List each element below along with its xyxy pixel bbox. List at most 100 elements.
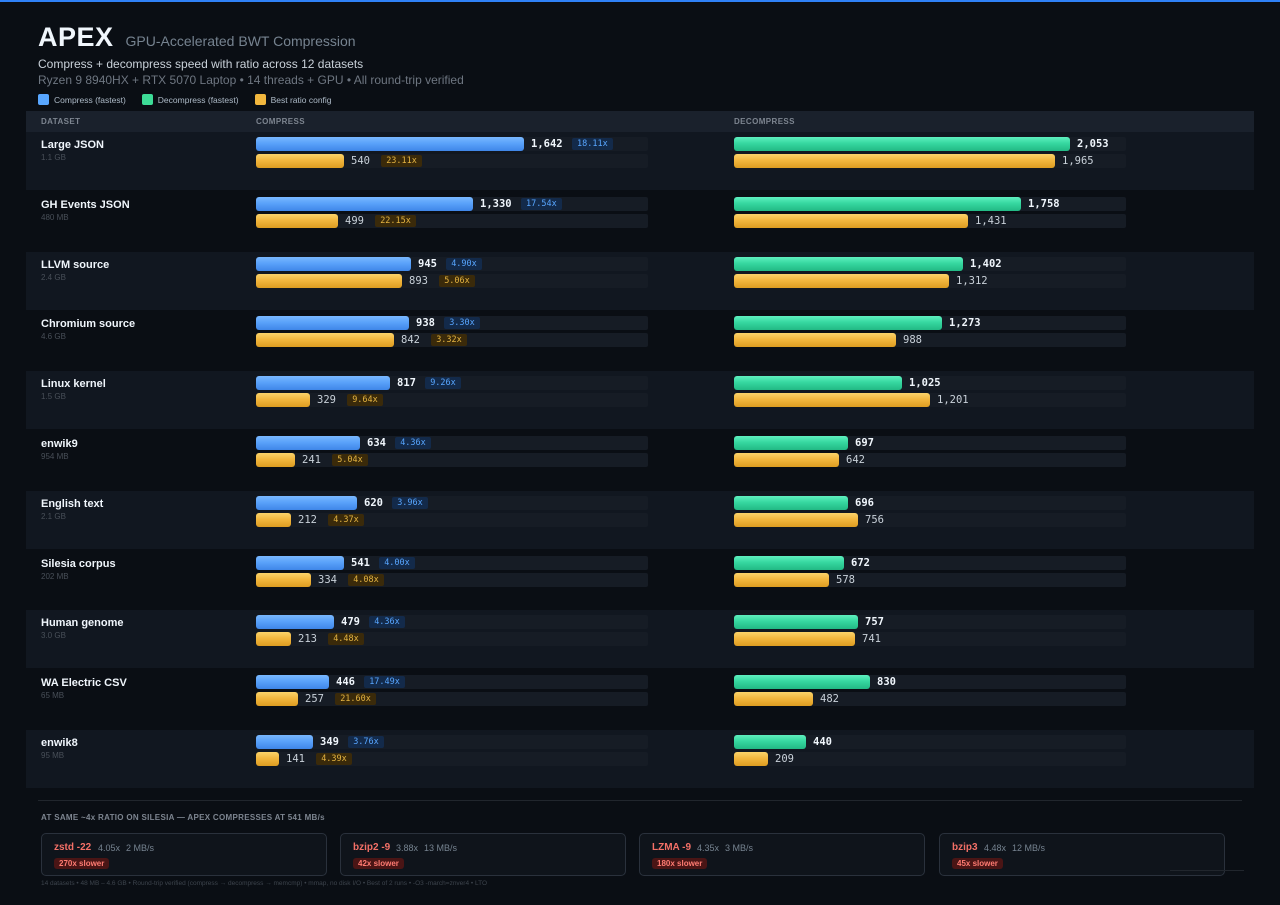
compress-track — [256, 615, 648, 630]
decompress-best-bar — [734, 273, 949, 288]
compress-fast-value: 349 — [320, 736, 339, 748]
decompress-fast-value: 697 — [855, 437, 874, 449]
compress-best-bar — [256, 333, 394, 348]
legend-label: Compress (fastest) — [54, 94, 126, 105]
decompress-fast-value: 2,053 — [1077, 138, 1109, 150]
compress-best-value: 212 — [298, 513, 317, 526]
dataset-size: 1.1 GB — [41, 153, 66, 162]
compress-best-value: 329 — [317, 394, 336, 407]
decompress-fast-value: 757 — [865, 616, 884, 629]
legend-swatch-blue — [38, 94, 49, 105]
competitor-name: bzip3 — [952, 842, 978, 853]
compress-fast-value: 1,330 — [480, 197, 512, 210]
compress-fast-bar — [256, 376, 390, 391]
compress-fast-value: 541 — [351, 556, 370, 569]
table-header: DATASET COMPRESS DECOMPRESS — [26, 111, 1254, 132]
compress-fast-ratio-badge: 9.26x — [425, 377, 461, 390]
competitor-ratio: 3.88x — [396, 843, 419, 853]
compress-best-value: 499 — [345, 214, 364, 227]
competitor-name: zstd -22 — [54, 842, 92, 853]
decompress-best-value: 756 — [865, 513, 884, 526]
decompress-fast-bar — [734, 137, 1070, 151]
compress-fast-bar — [256, 675, 329, 690]
compress-best-ratio-badge: 4.37x — [328, 513, 364, 526]
compress-fast-bar — [256, 436, 360, 450]
decompress-fast-bar — [734, 376, 902, 391]
compress-best-bar — [256, 512, 291, 527]
dataset-name: Chromium source — [41, 318, 136, 331]
decompress-best-bar — [734, 572, 829, 587]
decompress-best-value: 1,965 — [1062, 155, 1094, 167]
column-header-decompress: DECOMPRESS — [734, 117, 795, 126]
compress-fast-value: 479 — [341, 616, 360, 629]
decompress-best-bar — [734, 393, 930, 408]
compress-fast-ratio-badge: 3.76x — [348, 736, 384, 748]
dataset-row: Linux kernel 1.5 GB 817 9.26x 329 9.64x 1,025 1… — [26, 371, 1254, 430]
compress-fast-ratio-badge: 3.30x — [444, 317, 480, 330]
compress-best-ratio-badge: 22.15x — [375, 214, 416, 227]
decompress-fast-bar — [734, 555, 844, 570]
competitor-card-bzip2: bzip2 -9 3.88x 13 MB/s 42x slower — [340, 833, 626, 876]
decompress-fast-value: 672 — [851, 556, 870, 569]
competitor-ratio: 4.35x — [697, 843, 720, 853]
comparison-title: AT SAME ~4x RATIO ON SILESIA — APEX COMP… — [41, 813, 325, 822]
compress-fast-value: 945 — [418, 257, 437, 270]
compress-fast-bar — [256, 495, 357, 510]
decompress-fast-bar — [734, 436, 848, 450]
header: APEX GPU-Accelerated BWT Compression Com… — [38, 22, 1238, 105]
legend-swatch-yellow — [254, 94, 266, 105]
compress-best-track — [256, 154, 648, 168]
dataset-name: Silesia corpus — [41, 557, 116, 570]
compress-track — [256, 675, 648, 690]
competitor-card-zstd: zstd -22 4.05x 2 MB/s 270x slower — [41, 833, 327, 876]
competitor-name: LZMA -9 — [652, 842, 692, 853]
compress-best-bar — [256, 213, 338, 228]
compress-best-track — [256, 393, 648, 408]
compress-fast-ratio-badge: 3.96x — [392, 496, 428, 509]
legend-label: Best ratio config — [270, 94, 332, 105]
dataset-name: Linux kernel — [41, 378, 106, 391]
slower-badge: 180x slower — [652, 858, 708, 869]
legend: Compress (fastest) Decompress (fastest) … — [38, 94, 1238, 105]
dataset-row: English text 2.1 GB 620 3.96x 212 4.37x 696 756 — [26, 490, 1254, 549]
dataset-name: GH Events JSON — [41, 198, 130, 211]
decompress-fast-value: 440 — [813, 736, 832, 748]
legend-swatch-green — [141, 94, 153, 105]
compress-best-value: 257 — [305, 693, 324, 706]
decompress-best-value: 741 — [862, 633, 881, 646]
decompress-best-value: 482 — [820, 693, 839, 706]
compress-fast-bar — [256, 256, 411, 271]
column-header-dataset: DATASET — [41, 117, 81, 126]
compress-best-ratio-badge: 4.08x — [348, 573, 384, 586]
decompress-best-value: 1,431 — [975, 214, 1007, 227]
legend-item-decompress: Decompress (fastest) — [141, 94, 239, 105]
compress-fast-value: 817 — [397, 377, 416, 390]
competitor-card-lzma: LZMA -9 4.35x 3 MB/s 180x slower — [639, 833, 925, 876]
decompress-fast-bar — [734, 675, 870, 690]
decompress-fast-value: 696 — [855, 496, 874, 509]
compress-fast-bar — [256, 615, 334, 630]
decompress-best-bar — [734, 752, 768, 766]
competitor-ratio: 4.05x — [98, 843, 121, 853]
compress-best-track — [256, 572, 648, 587]
decompress-best-value: 642 — [846, 454, 865, 466]
dataset-size: 2.4 GB — [41, 272, 66, 282]
dataset-name: enwik9 — [41, 438, 78, 450]
page-title: APEX — [38, 22, 114, 52]
decompress-best-value: 1,201 — [937, 394, 969, 407]
decompress-best-track — [734, 752, 1126, 766]
column-header-compress: COMPRESS — [256, 117, 305, 126]
compress-fast-ratio-badge: 17.54x — [521, 197, 562, 210]
accent-topline — [0, 0, 1280, 2]
dataset-row: Human genome 3.0 GB 479 4.36x 213 4.48x 757 741 — [26, 610, 1254, 669]
dataset-size: 1.5 GB — [41, 392, 66, 402]
decompress-fast-bar — [734, 196, 1021, 211]
compress-best-track — [256, 752, 648, 766]
compress-fast-bar — [256, 137, 524, 151]
decompress-fast-value: 1,273 — [949, 317, 981, 330]
compress-best-bar — [256, 572, 311, 587]
dataset-row: WA Electric CSV 65 MB 446 17.49x 257 21.60x 83… — [26, 670, 1254, 728]
dataset-row: Silesia corpus 202 MB 541 4.00x 334 4.08x 672 5… — [26, 551, 1254, 609]
dataset-name: enwik8 — [41, 737, 78, 749]
compress-best-ratio-badge: 21.60x — [335, 693, 376, 706]
